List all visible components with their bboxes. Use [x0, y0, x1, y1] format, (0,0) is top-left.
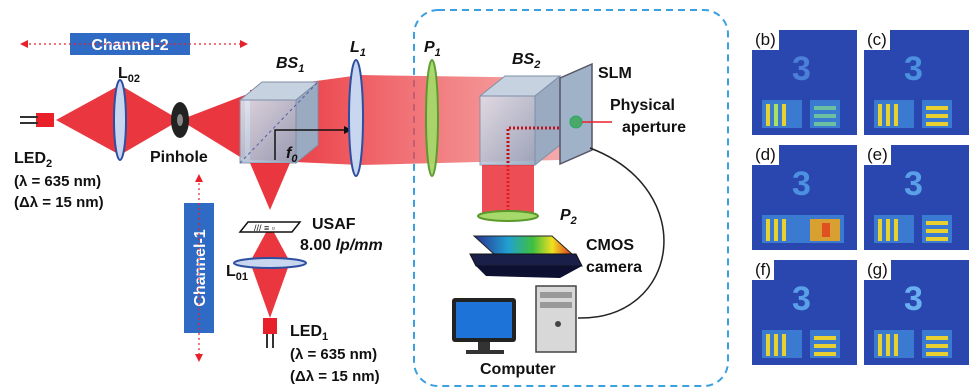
led2-bandwidth: (Δλ = 15 nm): [14, 194, 104, 211]
focal-arrowhead: [344, 126, 352, 134]
slm-panel: [559, 62, 593, 166]
power-button-icon: [555, 321, 561, 327]
lens-l02-label: L02: [118, 65, 140, 85]
svg-text:3: 3: [792, 165, 811, 203]
led2-name: LED2: [14, 150, 52, 170]
polarizer-p1: [425, 59, 439, 177]
cmos-body: [469, 253, 583, 267]
led1-body: [263, 318, 277, 334]
channel2-arrowhead-right: [240, 40, 248, 48]
polarizer-p2-label: P2: [560, 207, 577, 227]
polarizer-p2: [477, 210, 539, 222]
cmos-base: [476, 266, 582, 278]
computer-label: Computer: [480, 361, 556, 378]
data-cable: [577, 147, 665, 319]
usaf-frequency: 8.00 lp/mm: [300, 237, 383, 254]
cmos-line2: camera: [586, 259, 642, 276]
bs2-label: BS2: [512, 51, 540, 71]
pinhole-aperture: [177, 114, 183, 126]
bs1-diagonal: [239, 81, 319, 164]
panel-f: 3 (f): [752, 260, 857, 365]
lens-l01-label: L01: [226, 263, 248, 283]
panel-g: 3 (g): [864, 260, 969, 365]
channel2-label: Channel-2: [91, 37, 168, 54]
led2-wavelength: (λ = 635 nm): [14, 173, 101, 190]
lens-l1-label: L1: [350, 39, 366, 59]
aperture-line2: aperture: [622, 119, 686, 136]
pinhole-label: Pinhole: [150, 149, 208, 166]
cmos-sensor: [472, 235, 574, 255]
bs1-label: BS1: [276, 55, 304, 75]
lens-l01: [233, 257, 307, 269]
channel1-beam-upper: [250, 163, 290, 210]
panel-label: (c): [864, 30, 890, 50]
slm-aperture-spot: [569, 115, 583, 129]
led2-body: [36, 113, 54, 127]
panel-d: 3 (d): [752, 145, 857, 250]
svg-text:3: 3: [904, 165, 923, 203]
led1-bandwidth: (Δλ = 15 nm): [290, 368, 380, 385]
channel2-beam-converge: [120, 85, 180, 155]
lens-l02: [113, 79, 127, 161]
channel1-beam-lower: [250, 225, 290, 262]
monitor-stand: [478, 342, 490, 350]
bs1-cube-front: [239, 99, 297, 164]
tower-drive: [540, 302, 572, 308]
panel-label: (g): [864, 260, 891, 280]
panel-b: 3 (b): [752, 30, 857, 135]
svg-text:3: 3: [904, 50, 923, 88]
polarizer-p1-label: P1: [424, 39, 441, 59]
cmos-line1: CMOS: [586, 237, 634, 254]
channel2-beam-after-pinhole: [180, 95, 245, 160]
aperture-line1: Physical: [610, 97, 675, 114]
focal-label: f0: [286, 145, 298, 165]
usaf-label: USAF: [312, 216, 356, 233]
results-panel: 3 (b) 3 (c) 3 (d) 3 (e) 3 (f) 3 (g): [752, 30, 969, 380]
monitor-base: [466, 350, 504, 354]
tower-drive: [540, 292, 572, 298]
svg-text:3: 3: [792, 50, 811, 88]
led1-wavelength: (λ = 635 nm): [290, 346, 377, 363]
focal-length-bracket: [274, 129, 352, 160]
camera-beam: [482, 165, 534, 215]
panel-label: (d): [752, 145, 779, 165]
panel-c: 3 (c): [864, 30, 969, 135]
usaf-target-pattern: /// ≡ ▫: [254, 223, 275, 233]
detection-enclosure: [413, 9, 729, 387]
panel-e: 3 (e): [864, 145, 969, 250]
svg-text:3: 3: [792, 280, 811, 318]
channel2-arrowhead-left: [20, 40, 28, 48]
panel-label: (e): [864, 145, 891, 165]
slm-label: SLM: [598, 65, 632, 82]
channel1-label: Channel-1: [192, 229, 209, 306]
channel1-beam-led: [250, 262, 290, 318]
channel1-arrowhead-bottom: [195, 354, 203, 362]
channel2-beam-diverge: [56, 85, 120, 155]
lens-l1: [348, 59, 364, 177]
usaf-target: [238, 221, 302, 233]
panel-label: (f): [752, 260, 775, 280]
channel1-arrowhead-top: [195, 174, 203, 182]
led1-name: LED1: [290, 323, 328, 343]
monitor-screen: [456, 302, 512, 338]
svg-text:3: 3: [904, 280, 923, 318]
panel-label: (b): [752, 30, 779, 50]
